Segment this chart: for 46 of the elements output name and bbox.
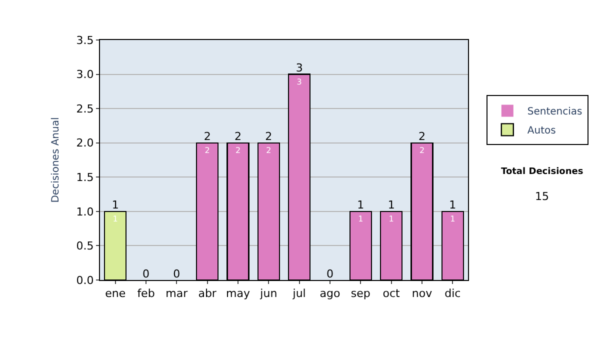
data-label: 3 [296, 77, 302, 86]
total-label: 0 [173, 267, 180, 280]
data-label: 1 [112, 214, 118, 224]
y-tick-label: 1.5 [76, 170, 94, 184]
y-tick-label: 0.0 [76, 274, 94, 287]
x-tick-label: may [226, 287, 250, 300]
total-label: 2 [204, 130, 211, 144]
data-label: 1 [450, 214, 456, 224]
y-tick-label: 1.0 [76, 205, 94, 218]
data-label: 2 [419, 146, 425, 155]
total-label: 3 [296, 62, 303, 75]
y-tick-label: 2.5 [76, 102, 94, 116]
total-label: 2 [234, 130, 242, 144]
text: 15 [535, 190, 549, 203]
y-tick-label: 3.0 [76, 68, 94, 82]
total-label: 1 [388, 198, 395, 212]
x-tick-label: dic [444, 287, 461, 300]
total-label: 1 [449, 198, 456, 212]
x-tick-label: mar [166, 287, 188, 300]
data-label: 2 [204, 146, 210, 155]
y-tick-label: 2.0 [76, 136, 94, 150]
total-label: 1 [357, 198, 364, 212]
x-tick-label: ago [320, 287, 340, 300]
y-tick-label: 0.5 [76, 240, 94, 253]
legend-label: Sentencias [527, 106, 582, 118]
x-tick-label: jul [292, 287, 306, 300]
x-tick-label: feb [137, 287, 155, 300]
x-tick-label: jun [259, 287, 278, 300]
x-tick-label: oct [382, 287, 401, 300]
total-label: 0 [326, 267, 334, 280]
y-tick-label: 3.5 [76, 34, 94, 47]
data-label: 1 [358, 214, 364, 224]
data-label: 2 [266, 146, 272, 155]
y-axis-title: Decisiones Anual [50, 117, 62, 203]
data-label: 2 [235, 146, 241, 155]
text: Total Decisiones [501, 167, 584, 177]
total-label: 1 [112, 198, 119, 212]
x-tick-label: abr [198, 287, 217, 300]
total-label: 2 [418, 130, 426, 144]
data-label: 1 [388, 214, 394, 224]
total-label: 0 [142, 267, 150, 280]
x-tick-label: nov [412, 287, 433, 300]
x-tick-label: ene [105, 287, 126, 300]
legend-label: Autos [527, 126, 556, 137]
total-label: 2 [265, 130, 272, 144]
x-tick-label: sep [350, 287, 370, 300]
